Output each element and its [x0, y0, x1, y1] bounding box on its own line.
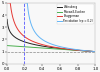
Bruggeman — [22, 35, 24, 36]
Line: Weissberg: Weissberg — [7, 19, 95, 52]
Bruggeman — [72, 49, 74, 50]
Weissberg — [6, 19, 8, 20]
Line: Bruggeman: Bruggeman — [7, 3, 95, 52]
Bruggeman — [64, 48, 65, 49]
Bruggeman — [95, 51, 96, 52]
Percolation (εp = 0.2) — [95, 51, 96, 52]
Bruggeman — [40, 44, 41, 45]
Percolation (εp = 0.2) — [40, 38, 41, 39]
Bruggeman — [6, 2, 8, 3]
Maxwell-Eucken — [60, 49, 61, 50]
Maxwell-Eucken — [79, 50, 80, 51]
Weissberg — [22, 41, 24, 42]
Legend: Weissberg, Maxwell-Eucken, Bruggeman, Percolation (εp = 0.2): Weissberg, Maxwell-Eucken, Bruggeman, Pe… — [56, 4, 94, 24]
Percolation (εp = 0.2) — [60, 46, 61, 47]
Bruggeman — [79, 50, 80, 51]
Maxwell-Eucken — [22, 46, 24, 47]
Maxwell-Eucken — [72, 50, 74, 51]
Maxwell-Eucken — [64, 49, 65, 50]
Weissberg — [60, 48, 61, 49]
Line: Percolation (εp = 0.2): Percolation (εp = 0.2) — [24, 3, 95, 52]
Percolation (εp = 0.2) — [64, 47, 65, 48]
Weissberg — [72, 49, 74, 50]
Maxwell-Eucken — [95, 51, 96, 52]
Bruggeman — [60, 48, 61, 49]
Percolation (εp = 0.2) — [72, 49, 74, 50]
Line: Maxwell-Eucken: Maxwell-Eucken — [7, 46, 95, 52]
Maxwell-Eucken — [6, 45, 8, 46]
Maxwell-Eucken — [40, 47, 41, 48]
Weissberg — [40, 45, 41, 46]
Weissberg — [79, 50, 80, 51]
Weissberg — [95, 51, 96, 52]
